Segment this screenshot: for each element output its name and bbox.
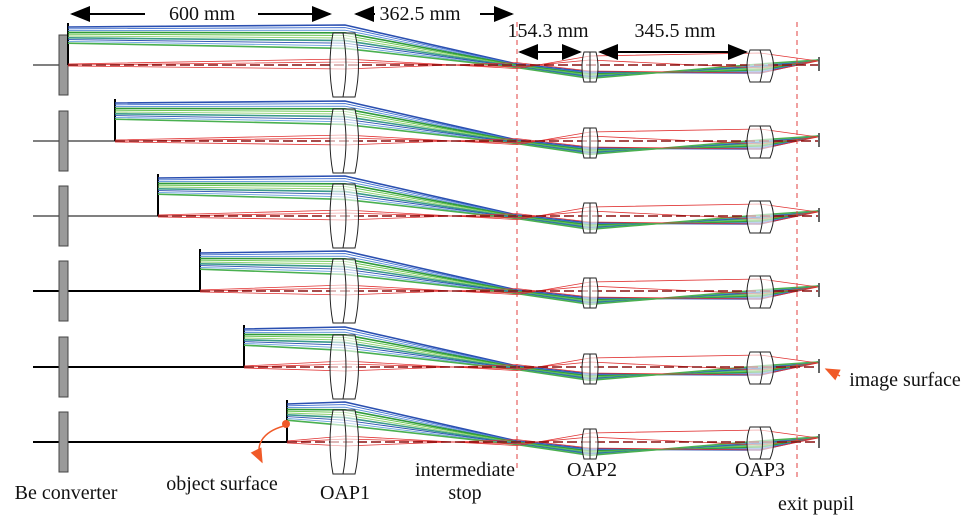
oap1-lens — [329, 32, 359, 98]
label: intermediate — [415, 459, 515, 481]
oap3-lens — [746, 200, 774, 234]
oap2-lens — [581, 353, 599, 385]
oap3-lens — [746, 426, 774, 460]
be-converter — [58, 260, 69, 322]
oap1-lens — [329, 258, 359, 324]
label: OAP1 — [320, 482, 370, 504]
oap2-lens — [581, 428, 599, 460]
oap2-lens — [581, 202, 599, 234]
label: OAP2 — [567, 459, 617, 481]
label: image surface — [849, 369, 961, 391]
oap1-lens — [329, 334, 359, 400]
ray — [67, 59, 819, 69]
oap1-lens — [329, 108, 359, 174]
label: Be converter — [15, 482, 118, 504]
dimension: 154.3 mm — [507, 20, 589, 42]
annotation-arrow — [824, 368, 841, 381]
oap2-lens — [581, 277, 599, 309]
dimension: 345.5 mm — [634, 20, 716, 42]
be-converter — [58, 34, 69, 96]
label: exit pupil — [778, 493, 855, 515]
be-converter — [58, 110, 69, 172]
oap3-lens — [746, 125, 774, 159]
dimension: 362.5 mm — [379, 3, 461, 25]
be-converter — [58, 185, 69, 247]
rows — [33, 23, 820, 475]
oap1-lens — [329, 183, 359, 249]
oap3-lens — [746, 275, 774, 309]
be-converter — [58, 411, 69, 473]
label: OAP3 — [735, 459, 785, 481]
label: object surface — [166, 473, 278, 495]
oap2-lens — [581, 51, 599, 83]
oap3-lens — [746, 49, 774, 83]
dimension: 600 mm — [169, 3, 236, 25]
oap3-lens — [746, 351, 774, 385]
oap2-lens — [581, 127, 599, 159]
be-converter — [58, 336, 69, 398]
oap1-lens — [329, 409, 359, 475]
label: stop — [448, 482, 481, 504]
annotation-arrow — [250, 425, 285, 464]
